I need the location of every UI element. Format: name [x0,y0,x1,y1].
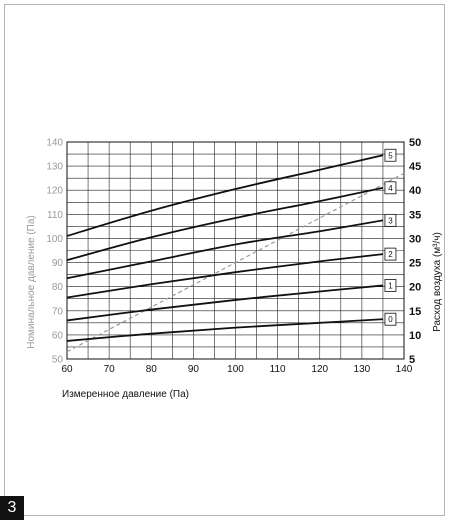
curve-3 [66,219,384,280]
y2-axis-label: Расход воздуха (м³/ч) [432,232,443,332]
curve-label-box-0 [384,312,397,326]
y-axis-label: Номинальное давление (Па) [26,215,37,349]
y2-tick-label: 25 [409,258,421,270]
y-tick-label: 100 [46,234,63,245]
page-number-badge: 3 [0,496,24,520]
curve-1 [66,284,384,322]
x-tick-label: 110 [270,364,286,375]
y2-tick-label: 45 [409,161,421,173]
y2-tick-label: 15 [409,306,421,318]
y-tick-label: 60 [52,330,64,341]
x-axis-label: Измеренное давление (Па) [62,389,189,400]
y-tick-label: 90 [52,258,64,269]
y2-tick-label: 30 [409,233,421,245]
page-frame [4,4,445,516]
curve-label-box-1 [384,279,397,292]
x-tick-label: 80 [146,364,158,375]
y-tick-label: 130 [46,162,63,173]
curve-label-box-3 [384,213,397,227]
y2-tick-label: 10 [409,330,421,342]
y-tick-label: 120 [46,186,63,197]
curve-label-0: 0 [388,315,393,324]
x-tick-label: 90 [188,364,200,375]
curve-label-3: 3 [388,216,393,225]
x-tick-label: 130 [354,364,371,375]
y2-tick-label: 35 [409,209,421,221]
y-tick-label: 70 [52,306,64,317]
curve-2 [66,253,384,299]
plot-area-border [66,141,405,360]
y-tick-label: 80 [52,282,64,293]
curve-label-4: 4 [388,184,393,193]
y-tick-label: 140 [46,138,63,149]
y-tick-label: 50 [52,355,64,366]
x-tick-label: 100 [227,364,244,375]
y2-tick-label: 20 [409,282,421,294]
curve-5 [66,154,384,237]
y-tick-label: 110 [47,210,63,221]
curve-label-1: 1 [388,281,393,290]
x-tick-label: 120 [311,364,328,375]
curve-label-box-4 [384,181,397,195]
x-tick-label: 70 [104,364,116,375]
dashed-reference-line [66,172,405,353]
curve-label-box-2 [384,247,397,261]
x-tick-label: 60 [61,364,73,375]
curve-0 [66,318,383,342]
curve-label-5: 5 [388,151,393,160]
curve-label-2: 2 [388,250,393,259]
curve-label-box-5 [384,148,397,162]
y2-tick-label: 50 [409,137,421,149]
y2-tick-label: 5 [409,354,415,366]
y2-tick-label: 40 [409,185,421,197]
x-tick-label: 140 [396,364,413,375]
curve-4 [66,186,384,262]
